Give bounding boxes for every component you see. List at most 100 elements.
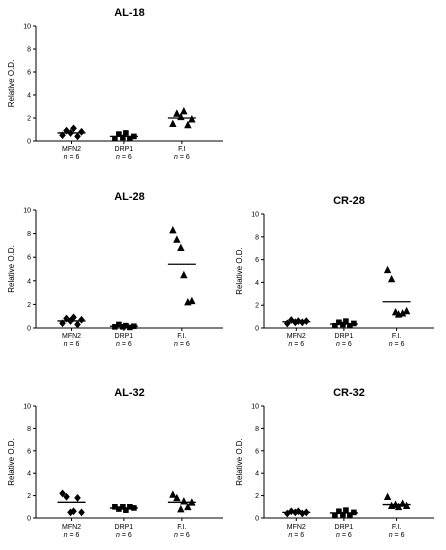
chart-title: AL-18 [114,7,145,19]
x-category-label: F.I. [177,333,186,340]
y-tick-label: 2 [27,302,31,309]
data-point-triangle [188,296,196,305]
data-point-diamond [78,315,85,324]
y-tick-label: 4 [27,471,31,478]
data-point-triangle [184,120,192,129]
data-point-triangle [188,115,196,123]
data-point-square [332,322,338,329]
x-category-label: F.I [178,146,185,153]
x-category-label: DRP1 [335,333,354,340]
sample-size-symbol: n [288,532,292,539]
sample-size-symbol: n [64,341,68,348]
x-category-label: F.I. [392,524,401,531]
sample-size-value: = 6 [292,532,304,539]
sample-size-symbol: n [336,532,340,539]
data-point-triangle [169,119,177,128]
y-tick-label: 6 [255,257,259,264]
data-point-diamond [70,313,77,322]
sample-size-label: n = 6 [389,341,405,348]
data-point-square [112,135,118,142]
y-tick-label: 0 [255,326,259,333]
sample-size-label: n = 6 [174,154,190,161]
data-point-triangle [398,309,407,317]
data-point-diamond [295,507,302,516]
sample-size-symbol: n [288,341,292,348]
y-axis-label: Relative O.D. [7,60,16,108]
data-point-triangle [169,225,177,234]
sample-size-symbol: n [389,341,393,348]
y-tick-label: 10 [23,24,31,31]
data-point-diamond [74,320,81,329]
y-tick-label: 10 [251,404,259,411]
data-point-square [112,504,118,510]
y-tick-label: 8 [27,231,31,238]
data-point-triangle [180,497,188,505]
y-tick-label: 4 [27,93,31,100]
y-tick-label: 2 [255,493,259,500]
data-point-square [127,504,133,510]
y-tick-label: 0 [27,139,31,146]
y-tick-label: 2 [255,303,259,310]
sample-size-label: n = 6 [174,341,190,348]
sample-size-symbol: n [116,341,120,348]
y-tick-label: 10 [23,404,31,411]
y-tick-label: 10 [251,212,259,219]
data-point-triangle [383,492,392,501]
y-axis-label: Relative O.D. [235,247,244,295]
sample-size-label: n = 6 [64,154,80,161]
data-point-triangle [180,270,188,279]
sample-size-value: = 6 [68,341,80,348]
data-point-square [120,504,126,510]
sample-size-symbol: n [336,341,340,348]
sample-size-symbol: n [174,154,178,161]
sample-size-value: = 6 [340,532,352,539]
data-point-square [343,507,349,513]
data-point-triangle [177,504,185,513]
sample-size-value: = 6 [340,341,352,348]
x-category-label: MFN2 [62,146,81,153]
data-point-triangle [169,490,177,498]
sample-size-label: n = 6 [336,532,352,539]
sample-size-label: n = 6 [288,532,304,539]
y-tick-label: 6 [255,448,259,455]
sample-size-label: n = 6 [64,532,80,539]
data-point-square [336,319,342,326]
sample-size-value: = 6 [292,341,304,348]
y-axis-label: Relative O.D. [7,245,16,293]
x-category-label: F.I. [392,333,401,340]
data-point-triangle [402,501,411,509]
data-point-square [332,512,338,519]
y-tick-label: 4 [255,471,259,478]
sample-size-symbol: n [389,532,393,539]
data-point-diamond [74,493,81,502]
data-point-square [343,318,349,324]
data-point-diamond [63,126,70,135]
data-point-diamond [70,507,77,516]
data-point-triangle [173,493,181,502]
data-point-diamond [299,509,306,518]
sample-size-value: = 6 [178,341,190,348]
data-point-triangle [402,306,411,315]
data-point-triangle [173,109,181,117]
sample-size-symbol: n [64,154,68,161]
data-point-triangle [394,502,403,511]
data-point-diamond [63,492,70,501]
sample-size-symbol: n [116,532,120,539]
data-point-square [127,135,133,142]
y-tick-label: 2 [27,493,31,500]
y-tick-label: 0 [27,326,31,333]
y-tick-label: 4 [27,278,31,285]
data-point-square [116,321,122,328]
y-tick-label: 0 [255,516,259,523]
y-tick-label: 0 [27,516,31,523]
y-tick-label: 8 [27,47,31,54]
sample-size-label: n = 6 [116,341,132,348]
data-point-diamond [288,507,295,516]
sample-size-value: = 6 [120,154,132,161]
y-tick-label: 8 [27,426,31,433]
x-category-label: DRP1 [335,524,354,531]
data-point-triangle [387,274,396,283]
